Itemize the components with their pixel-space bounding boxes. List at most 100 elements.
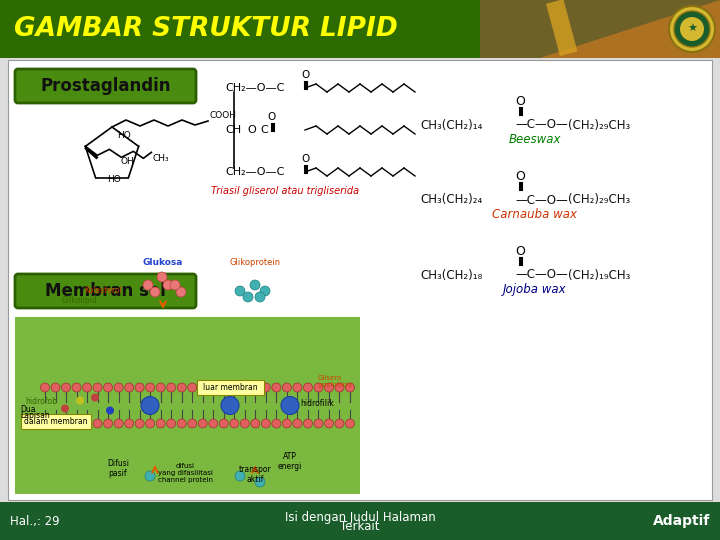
Circle shape bbox=[235, 471, 245, 481]
Text: Jojoba wax: Jojoba wax bbox=[503, 283, 567, 296]
Text: Gilkolipid: Gilkolipid bbox=[62, 296, 98, 305]
Circle shape bbox=[91, 394, 99, 402]
Circle shape bbox=[314, 419, 323, 428]
Circle shape bbox=[240, 383, 249, 392]
Text: O: O bbox=[247, 125, 256, 135]
Text: hidrofob: hidrofob bbox=[25, 396, 57, 406]
Text: O: O bbox=[301, 70, 309, 80]
Circle shape bbox=[167, 383, 176, 392]
Text: (CH₂)₁₉CH₃: (CH₂)₁₉CH₃ bbox=[568, 268, 631, 281]
Circle shape bbox=[293, 383, 302, 392]
Circle shape bbox=[188, 383, 197, 392]
Circle shape bbox=[76, 396, 84, 404]
Text: Membran sel: Membran sel bbox=[45, 282, 166, 300]
Circle shape bbox=[51, 419, 60, 428]
Bar bbox=[480, 0, 720, 58]
Text: CH₃: CH₃ bbox=[153, 154, 169, 163]
Text: —C—O—: —C—O— bbox=[515, 193, 568, 206]
Text: ATP
energi: ATP energi bbox=[278, 451, 302, 471]
Text: —C—O—: —C—O— bbox=[515, 268, 568, 281]
Text: Prostaglandin: Prostaglandin bbox=[40, 77, 171, 95]
Text: Glikoprotein: Glikoprotein bbox=[230, 258, 281, 267]
Circle shape bbox=[141, 396, 159, 415]
Circle shape bbox=[680, 17, 704, 41]
Circle shape bbox=[346, 383, 354, 392]
Circle shape bbox=[198, 419, 207, 428]
Text: transpor
aktif: transpor aktif bbox=[238, 464, 271, 484]
Polygon shape bbox=[540, 0, 720, 58]
Bar bbox=[8, 60, 712, 500]
Circle shape bbox=[303, 383, 312, 392]
Bar bbox=[546, 0, 577, 56]
Circle shape bbox=[106, 407, 114, 415]
Circle shape bbox=[177, 419, 186, 428]
Circle shape bbox=[104, 419, 112, 428]
Circle shape bbox=[209, 383, 217, 392]
Circle shape bbox=[325, 419, 333, 428]
Text: Kolesterol: Kolesterol bbox=[84, 286, 122, 295]
Text: CH: CH bbox=[225, 125, 241, 135]
Circle shape bbox=[282, 419, 292, 428]
Circle shape bbox=[40, 419, 50, 428]
Circle shape bbox=[104, 383, 112, 392]
Circle shape bbox=[243, 292, 253, 302]
Bar bbox=[0, 502, 720, 540]
Circle shape bbox=[240, 419, 249, 428]
Circle shape bbox=[93, 383, 102, 392]
Text: COOH: COOH bbox=[210, 111, 237, 120]
Circle shape bbox=[230, 383, 239, 392]
Text: Hal.,: 29: Hal.,: 29 bbox=[10, 515, 60, 528]
Circle shape bbox=[170, 280, 180, 290]
Circle shape bbox=[157, 272, 167, 282]
Text: Isi dengan Judul Halaman: Isi dengan Judul Halaman bbox=[284, 510, 436, 523]
Circle shape bbox=[335, 383, 344, 392]
Circle shape bbox=[145, 383, 155, 392]
Circle shape bbox=[150, 287, 160, 297]
Circle shape bbox=[156, 383, 165, 392]
Circle shape bbox=[303, 419, 312, 428]
Text: Lapisan: Lapisan bbox=[20, 411, 50, 421]
Text: CH₂—O—C: CH₂—O—C bbox=[225, 167, 284, 177]
Circle shape bbox=[281, 396, 299, 415]
Text: CH₃(CH₂)₁₈: CH₃(CH₂)₁₈ bbox=[420, 268, 482, 281]
Text: O: O bbox=[515, 95, 525, 108]
Circle shape bbox=[125, 419, 134, 428]
Circle shape bbox=[250, 280, 260, 290]
Circle shape bbox=[255, 477, 265, 487]
Text: O: O bbox=[515, 170, 525, 183]
Circle shape bbox=[188, 419, 197, 428]
Text: CH₂—O—C: CH₂—O—C bbox=[225, 83, 284, 93]
Circle shape bbox=[145, 471, 155, 481]
FancyBboxPatch shape bbox=[15, 69, 196, 103]
Text: OH: OH bbox=[120, 157, 134, 166]
Circle shape bbox=[125, 383, 134, 392]
Text: Terkait: Terkait bbox=[341, 521, 379, 534]
Circle shape bbox=[61, 419, 71, 428]
Bar bbox=[0, 0, 720, 58]
Circle shape bbox=[135, 383, 144, 392]
Text: ★: ★ bbox=[687, 24, 697, 34]
Circle shape bbox=[167, 419, 176, 428]
Text: GAMBAR STRUKTUR LIPID: GAMBAR STRUKTUR LIPID bbox=[14, 16, 397, 42]
Text: CH₃(CH₂)₂₄: CH₃(CH₂)₂₄ bbox=[420, 193, 482, 206]
Text: O: O bbox=[268, 112, 276, 122]
Circle shape bbox=[156, 419, 165, 428]
Text: Carnauba wax: Carnauba wax bbox=[492, 208, 577, 221]
Circle shape bbox=[260, 286, 270, 296]
Circle shape bbox=[209, 419, 217, 428]
Circle shape bbox=[83, 419, 91, 428]
Circle shape bbox=[61, 404, 69, 413]
Circle shape bbox=[230, 419, 239, 428]
Text: O: O bbox=[515, 245, 525, 258]
Circle shape bbox=[72, 419, 81, 428]
Circle shape bbox=[198, 383, 207, 392]
Circle shape bbox=[669, 6, 715, 52]
Text: Dua: Dua bbox=[20, 404, 35, 414]
Text: Glisero
posfolikid: Glisero posfolikid bbox=[318, 375, 351, 388]
Circle shape bbox=[335, 419, 344, 428]
Text: (CH₂)₂₉CH₃: (CH₂)₂₉CH₃ bbox=[568, 118, 630, 132]
Circle shape bbox=[314, 383, 323, 392]
FancyBboxPatch shape bbox=[197, 380, 264, 395]
Circle shape bbox=[272, 419, 281, 428]
Text: HO: HO bbox=[107, 174, 120, 184]
